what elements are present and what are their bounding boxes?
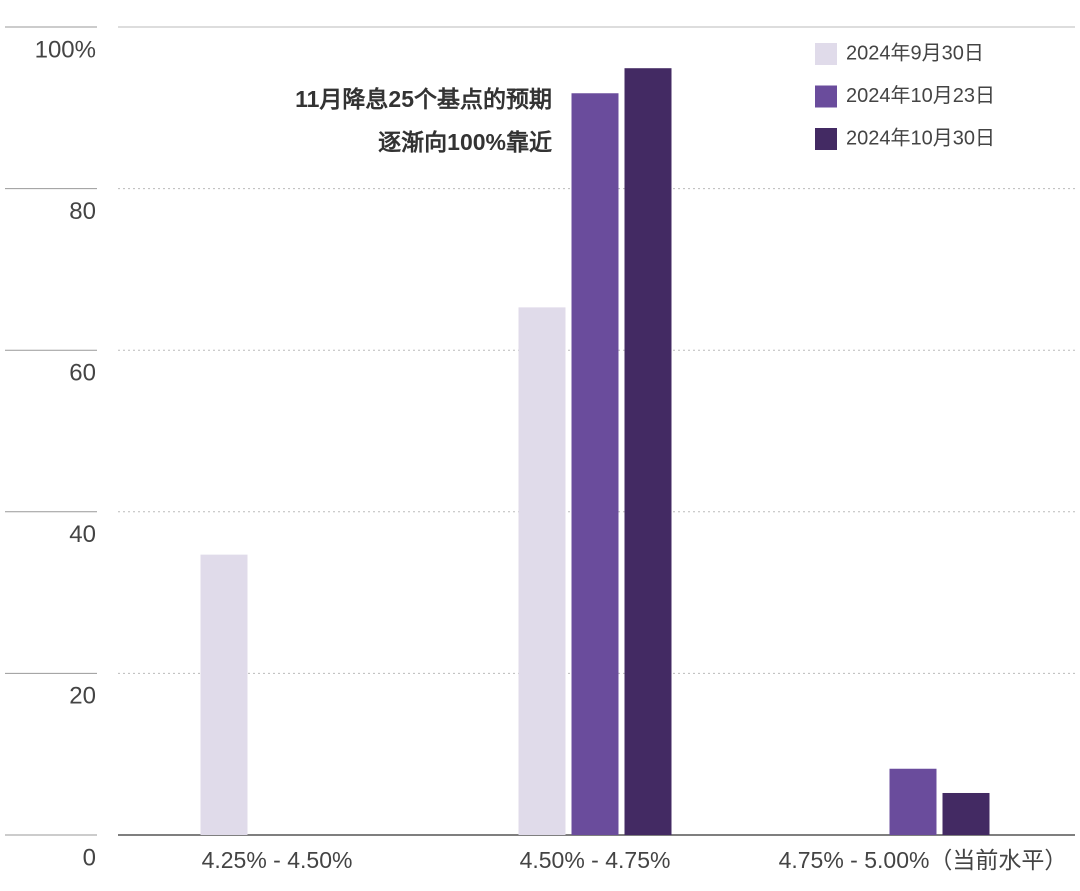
x-tick-label: 4.75% - 5.00%（当前水平） xyxy=(779,847,1068,873)
y-tick-label: 80 xyxy=(69,198,96,225)
legend-swatch xyxy=(815,43,837,65)
legend-swatch xyxy=(815,85,837,108)
bar xyxy=(571,93,619,836)
y-tick-label: 20 xyxy=(69,683,96,710)
x-tick-label: 4.25% - 4.50% xyxy=(202,847,353,873)
bar xyxy=(200,554,248,835)
bar xyxy=(518,307,566,836)
y-tick-label: 0 xyxy=(83,844,96,871)
annotation: 11月降息25个基点的预期 xyxy=(295,86,552,112)
bar xyxy=(942,792,990,835)
annotation: 逐渐向100%靠近 xyxy=(378,129,552,155)
y-tick-label: 60 xyxy=(69,360,96,387)
legend-swatch xyxy=(815,128,837,150)
bar xyxy=(889,768,937,835)
legend-label: 2024年10月30日 xyxy=(846,126,995,149)
y-tick-label: 40 xyxy=(69,521,96,548)
bar xyxy=(624,68,672,835)
legend-label: 2024年10月23日 xyxy=(846,84,995,107)
y-tick-label: 100% xyxy=(35,36,96,63)
x-tick-label: 4.50% - 4.75% xyxy=(520,847,671,873)
legend-label: 2024年9月30日 xyxy=(846,41,984,64)
